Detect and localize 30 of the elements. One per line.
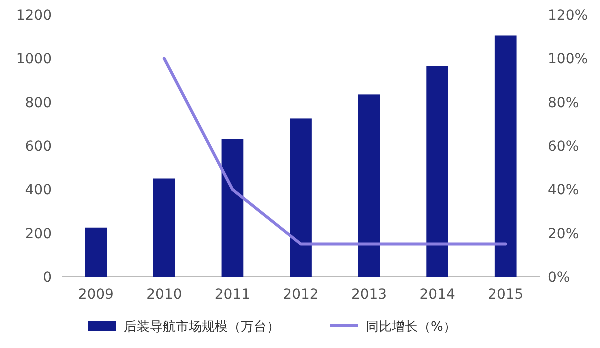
y-tick-label: 1200: [16, 8, 52, 24]
bar: [222, 139, 244, 277]
bar: [290, 118, 312, 277]
x-tick-label: 2015: [488, 287, 524, 303]
y-tick-label: 800: [25, 95, 52, 112]
y-tick-label: 200: [25, 226, 52, 242]
x-tick-label: 2009: [78, 287, 114, 303]
legend-label: 后装导航市场规模（万台）: [124, 320, 280, 335]
x-tick-label: 2010: [146, 287, 182, 303]
x-tick-label: 2014: [420, 287, 456, 303]
y2-tick-label: 0%: [548, 270, 570, 286]
bar: [358, 94, 380, 277]
y-tick-label: 0: [43, 270, 52, 286]
bar: [494, 36, 517, 277]
y2-tick-label: 120%: [548, 8, 588, 24]
y2-tick-label: 40%: [548, 182, 580, 199]
y2-tick-label: 60%: [548, 139, 580, 155]
x-tick-label: 2012: [283, 287, 319, 303]
y2-tick-label: 80%: [548, 95, 580, 112]
y2-tick-label: 100%: [548, 52, 588, 68]
y-tick-label: 1000: [16, 52, 52, 68]
bar: [85, 228, 108, 277]
y-tick-label: 600: [25, 139, 52, 155]
y2-tick-label: 20%: [548, 226, 580, 242]
y-tick-label: 400: [25, 182, 52, 199]
legend-label: 同比增长（%）: [366, 320, 456, 335]
bar: [154, 178, 176, 277]
bar: [426, 66, 448, 277]
x-tick-label: 2011: [214, 287, 251, 303]
x-tick-label: 2013: [351, 287, 388, 303]
